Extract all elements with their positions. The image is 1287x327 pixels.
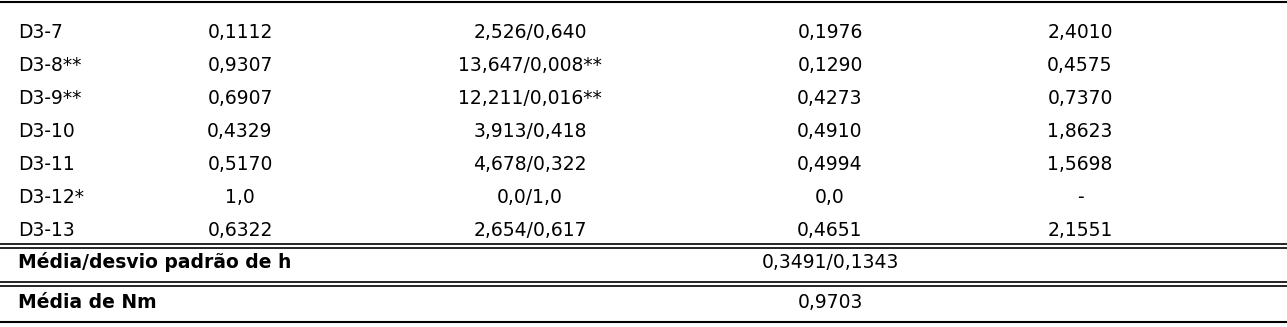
Text: 0,4329: 0,4329 [207,122,273,141]
Text: 0,4651: 0,4651 [797,221,862,240]
Text: D3-11: D3-11 [18,155,75,174]
Text: 0,4575: 0,4575 [1048,56,1113,75]
Text: 0,0/1,0: 0,0/1,0 [497,188,562,207]
Text: Média de Nm: Média de Nm [18,292,157,312]
Text: 0,4994: 0,4994 [797,155,862,174]
Text: 0,4910: 0,4910 [797,122,862,141]
Text: 3,913/0,418: 3,913/0,418 [474,122,587,141]
Text: 1,5698: 1,5698 [1048,155,1113,174]
Text: 0,7370: 0,7370 [1048,89,1113,108]
Text: 12,211/0,016**: 12,211/0,016** [458,89,602,108]
Text: 1,0: 1,0 [225,188,255,207]
Text: 2,654/0,617: 2,654/0,617 [474,221,587,240]
Text: D3-8**: D3-8** [18,56,81,75]
Text: 0,6322: 0,6322 [207,221,273,240]
Text: D3-10: D3-10 [18,122,75,141]
Text: -: - [1077,188,1084,207]
Text: 1,8623: 1,8623 [1048,122,1113,141]
Text: D3-12*: D3-12* [18,188,84,207]
Text: Média/desvio padrão de h: Média/desvio padrão de h [18,252,291,272]
Text: 0,1290: 0,1290 [798,56,862,75]
Text: 2,4010: 2,4010 [1048,23,1113,42]
Text: 0,1112: 0,1112 [207,23,273,42]
Text: 4,678/0,322: 4,678/0,322 [474,155,587,174]
Text: 2,1551: 2,1551 [1048,221,1113,240]
Text: 0,4273: 0,4273 [797,89,862,108]
Text: 0,9307: 0,9307 [207,56,273,75]
Text: D3-9**: D3-9** [18,89,81,108]
Text: D3-13: D3-13 [18,221,75,240]
Text: 0,6907: 0,6907 [207,89,273,108]
Text: 2,526/0,640: 2,526/0,640 [474,23,587,42]
Text: D3-7: D3-7 [18,23,63,42]
Text: 0,0: 0,0 [815,188,844,207]
Text: 13,647/0,008**: 13,647/0,008** [458,56,602,75]
Text: 0,5170: 0,5170 [207,155,273,174]
Text: 0,9703: 0,9703 [798,292,862,312]
Text: 0,1976: 0,1976 [798,23,862,42]
Text: 0,3491/0,1343: 0,3491/0,1343 [762,252,898,271]
